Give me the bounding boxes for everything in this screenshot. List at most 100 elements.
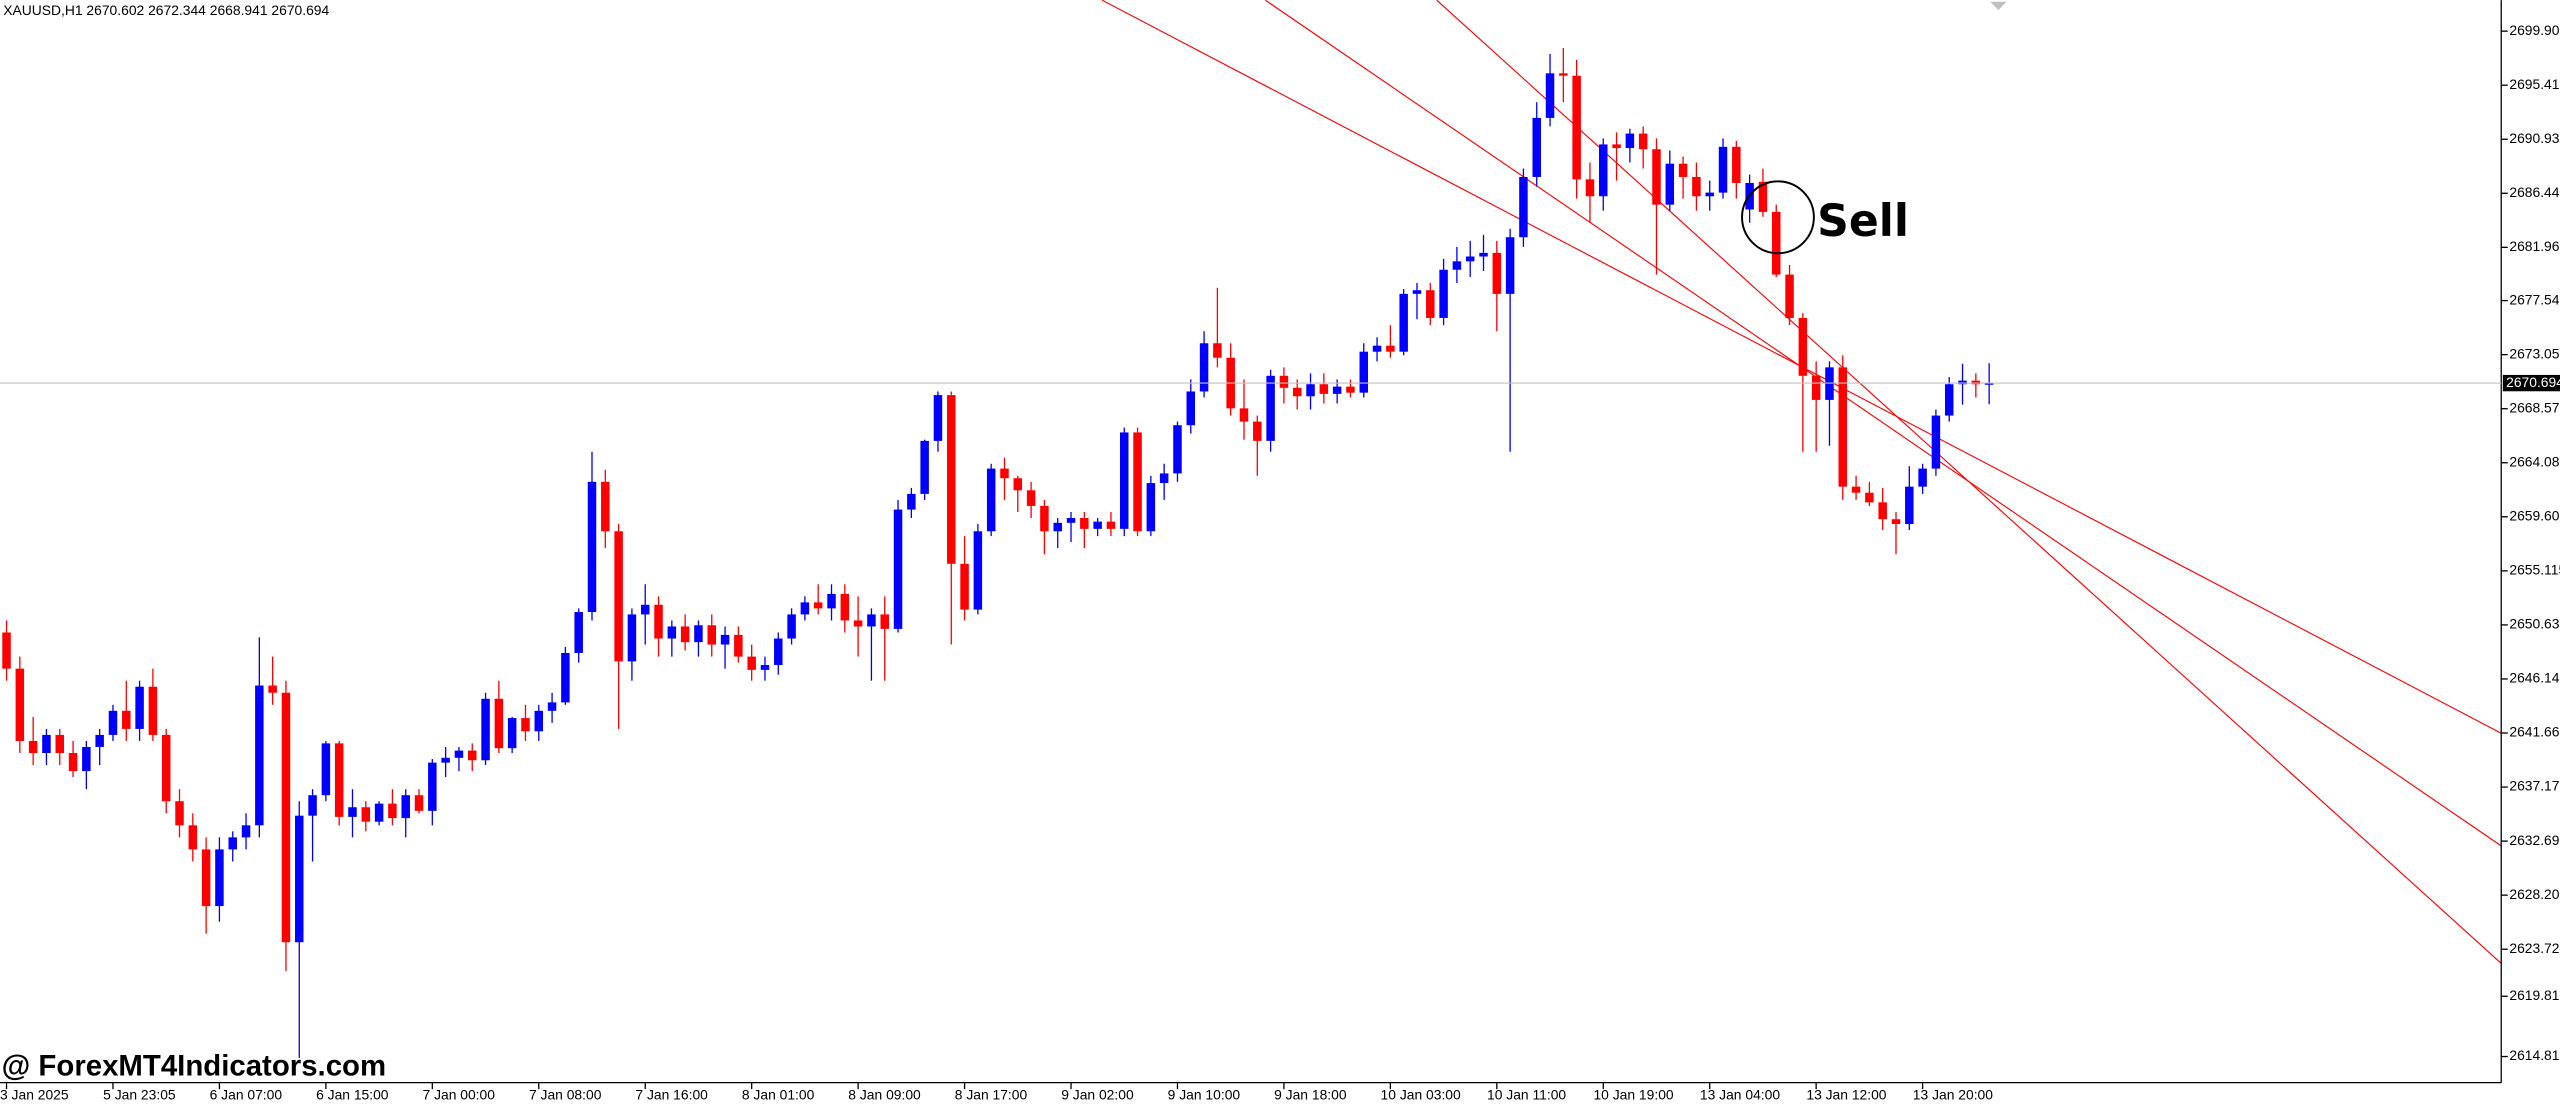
candle-body xyxy=(1758,181,1768,212)
candle-body xyxy=(268,685,277,693)
candle-body xyxy=(95,734,104,747)
candle-body xyxy=(68,753,78,772)
candle-body xyxy=(1386,345,1395,352)
candle-body xyxy=(627,614,637,662)
x-tick-label: 8 Jan 01:00 xyxy=(742,1086,815,1102)
candle-body xyxy=(760,665,770,670)
candle-body xyxy=(1865,492,1874,503)
candle-body xyxy=(241,825,251,838)
candle-body xyxy=(1040,505,1049,532)
candle-body xyxy=(388,803,397,819)
candle-body xyxy=(42,734,51,754)
candle-body xyxy=(1452,261,1462,270)
candle-body xyxy=(1638,133,1648,150)
candle-body xyxy=(774,638,783,666)
candle-body xyxy=(1080,518,1089,529)
candle-body xyxy=(1239,408,1249,422)
candle-body xyxy=(1306,384,1315,397)
candle-body xyxy=(374,803,384,822)
last-price-box xyxy=(2502,374,2560,392)
x-tick-label: 9 Jan 18:00 xyxy=(1274,1086,1347,1102)
candle-body xyxy=(986,468,996,532)
candle-body xyxy=(1213,343,1222,358)
candle-body xyxy=(28,740,38,754)
candle-body xyxy=(827,593,836,609)
candle-body xyxy=(1505,237,1515,294)
candle-body xyxy=(481,698,490,761)
candle-body xyxy=(1678,163,1688,177)
x-tick-label: 5 Jan 23:05 xyxy=(103,1086,176,1102)
x-tick-label: 7 Jan 16:00 xyxy=(635,1086,708,1102)
candle-body xyxy=(1106,521,1116,529)
candle-body xyxy=(1652,149,1661,205)
candle-body xyxy=(295,815,304,943)
shift-marker xyxy=(1990,1,2007,10)
candle-body xyxy=(667,626,677,639)
candle-body xyxy=(561,652,570,703)
x-tick-label: 6 Jan 15:00 xyxy=(316,1086,389,1102)
candle-body xyxy=(1918,468,1927,487)
y-tick-label: 2650.630 xyxy=(2509,616,2560,632)
candle-body xyxy=(521,718,530,732)
candle-body xyxy=(933,395,943,441)
y-tick-label: 2637.175 xyxy=(2509,778,2560,794)
candle-body xyxy=(587,481,597,613)
x-tick-label: 9 Jan 02:00 xyxy=(1061,1086,1134,1102)
candle-body xyxy=(1399,293,1408,352)
candle-body xyxy=(800,602,810,615)
y-tick-label: 2614.815 xyxy=(2509,1047,2560,1063)
candle-body xyxy=(1120,432,1129,529)
candle-body xyxy=(547,702,557,711)
candle-body xyxy=(255,685,264,826)
candle-body xyxy=(694,625,703,643)
candle-body xyxy=(175,801,184,826)
candle-body xyxy=(1705,192,1714,197)
y-tick-label: 2695.415 xyxy=(2509,76,2560,92)
annotation: Sell xyxy=(1817,196,1909,247)
candle-body xyxy=(534,710,544,732)
candle-body xyxy=(1532,117,1541,177)
candle-body xyxy=(507,718,517,749)
candle-body xyxy=(454,750,464,758)
candle-body xyxy=(1000,468,1009,479)
candle-body xyxy=(720,634,730,645)
candle-body xyxy=(1718,146,1728,193)
candle-body xyxy=(122,710,131,729)
candle-body xyxy=(135,686,144,729)
candle-body xyxy=(1332,386,1342,394)
candle-body xyxy=(15,668,25,741)
y-tick-label: 2686.445 xyxy=(2509,184,2560,200)
candle-body xyxy=(601,481,610,532)
candle-body xyxy=(1479,252,1488,257)
y-tick-label: 2646.145 xyxy=(2509,670,2560,686)
candle-body xyxy=(148,686,158,735)
candle-body xyxy=(321,743,331,796)
candle-body xyxy=(334,743,344,817)
candle-body xyxy=(734,634,743,657)
candle-body xyxy=(1692,176,1701,197)
header: XAUUSD,H1 2670.602 2672.344 2668.941 267… xyxy=(3,2,329,18)
candle-body xyxy=(1984,383,1994,385)
candle-body xyxy=(468,750,477,761)
candle-body xyxy=(308,795,317,816)
candle-body xyxy=(920,440,929,494)
candle-body xyxy=(1665,163,1675,205)
y-tick-label: 2659.600 xyxy=(2509,507,2560,523)
candle-body xyxy=(960,563,969,610)
candle-body xyxy=(1173,425,1182,474)
y-tick-label: 2619.815 xyxy=(2509,987,2560,1003)
x-tick-label: 7 Jan 08:00 xyxy=(529,1086,602,1102)
candle-body xyxy=(1519,176,1528,238)
candle-body xyxy=(1013,478,1023,491)
candle-body xyxy=(640,604,650,615)
x-tick-label: 10 Jan 11:00 xyxy=(1487,1086,1566,1102)
candle-body xyxy=(1279,375,1289,388)
y-tick-label: 2664.085 xyxy=(2509,453,2560,469)
x-tick-label: 6 Jan 07:00 xyxy=(210,1086,283,1102)
candle-body xyxy=(1199,343,1209,392)
candle-body xyxy=(1053,522,1062,532)
candle-body xyxy=(1133,432,1142,532)
candle-body xyxy=(401,795,410,819)
